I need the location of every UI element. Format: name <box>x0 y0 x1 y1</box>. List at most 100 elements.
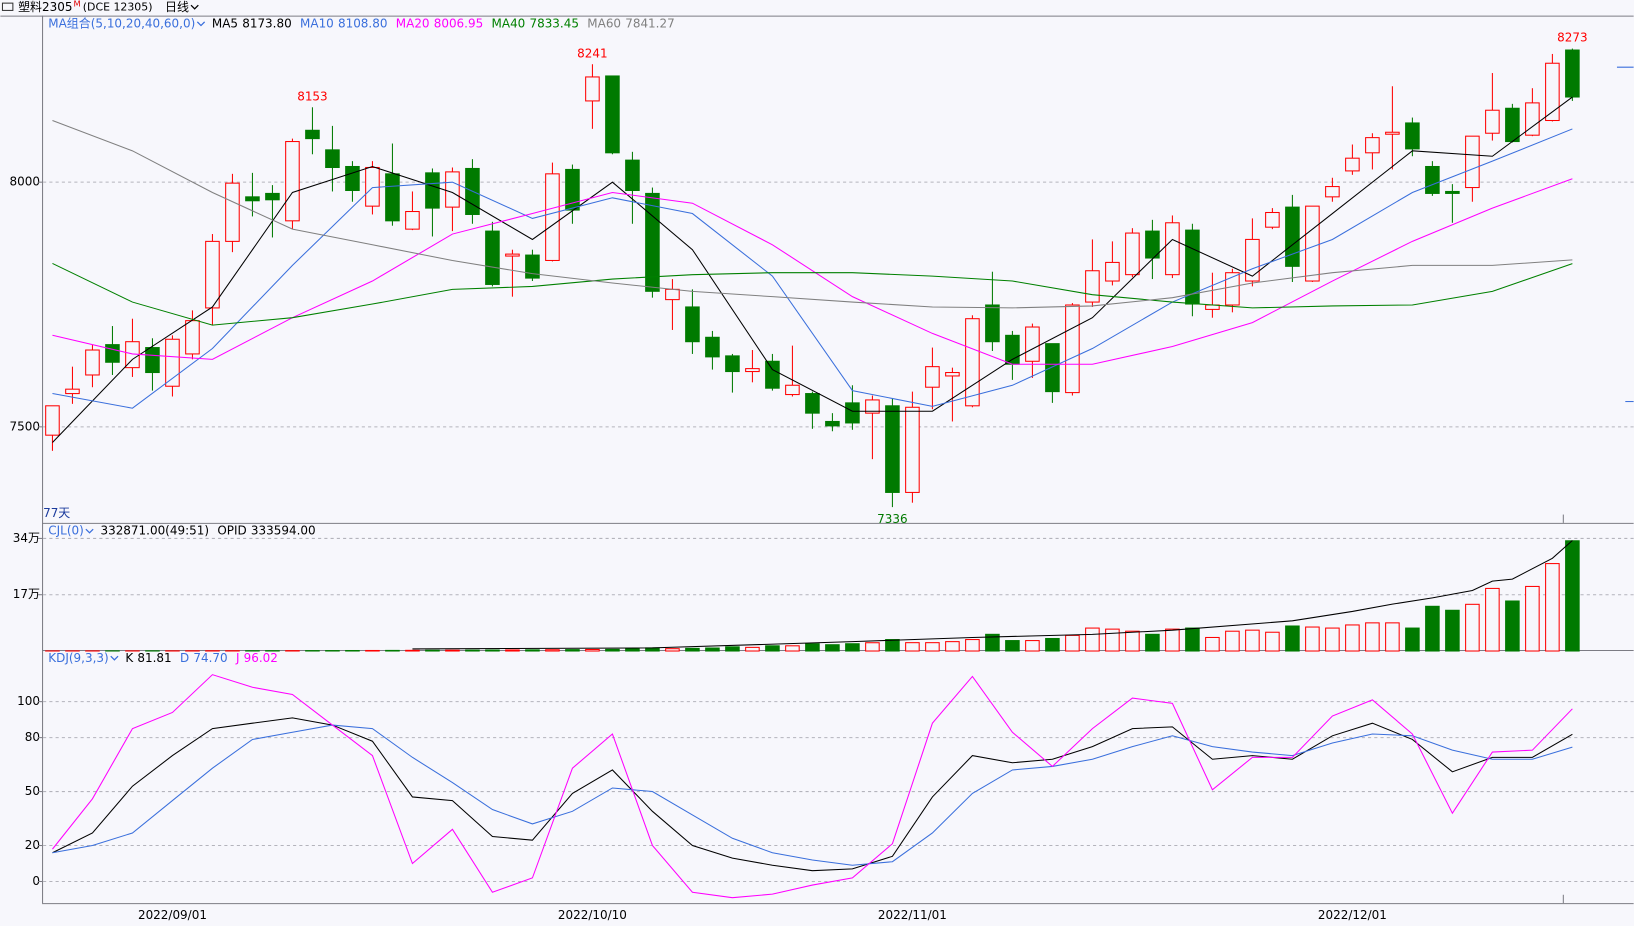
candle-body <box>1085 270 1100 303</box>
volume-bar <box>545 649 560 652</box>
volume-bar <box>745 646 760 652</box>
candle-body <box>985 304 1000 343</box>
legend-name: MA40 <box>492 16 526 30</box>
indicator-name: MA组合(5,10,20,40,60,0) <box>48 15 195 30</box>
candle-body <box>725 355 740 373</box>
candle-body <box>1285 206 1300 267</box>
volume-bar <box>585 648 600 652</box>
candle-body <box>1065 304 1080 394</box>
volume-bar <box>1485 587 1500 652</box>
candle-body <box>645 192 660 292</box>
volume-bar <box>1245 629 1260 652</box>
candle-body <box>1545 62 1560 122</box>
volume-bar <box>1545 563 1560 652</box>
candle-body <box>165 338 180 387</box>
volume-bar <box>625 648 640 652</box>
candle-body <box>1265 211 1280 228</box>
candle-body <box>1445 190 1460 194</box>
y-tick-label: 7500 <box>9 419 39 433</box>
volume-bar <box>1185 627 1200 652</box>
candle-body <box>1225 272 1240 306</box>
candle-body <box>885 405 900 493</box>
candle-body <box>1405 122 1420 150</box>
candle-body <box>245 196 260 202</box>
volume-bar <box>1065 634 1080 652</box>
volume-bar <box>365 649 380 652</box>
candle-body <box>1345 157 1360 172</box>
volume-bar <box>1285 625 1300 652</box>
candle-body <box>1245 238 1260 282</box>
indicator-line <box>52 178 1573 365</box>
indicator-line <box>52 724 1573 866</box>
volume-bar <box>1525 585 1540 652</box>
volume-bar <box>1165 628 1180 652</box>
indicator-name: KDJ(9,3,3) <box>48 651 108 665</box>
candle-body <box>305 129 320 140</box>
candle-body <box>1025 326 1040 362</box>
y-tick-label: 20 <box>25 838 40 852</box>
legend-value: 8108.80 <box>338 16 388 30</box>
candle-body <box>185 320 200 355</box>
legend-name: OPID <box>217 524 246 538</box>
volume-bar <box>485 649 500 652</box>
period[interactable]: 日线 <box>165 0 189 14</box>
volume-bar <box>725 646 740 652</box>
volume-bar <box>1465 603 1480 652</box>
legend-name: MA60 <box>587 16 621 30</box>
indicator-line <box>52 717 1573 872</box>
legend-value: 7833.45 <box>529 16 579 30</box>
candle-body <box>285 141 300 222</box>
legend-value: 8173.80 <box>242 16 291 30</box>
volume-bar <box>965 639 980 652</box>
candle-body <box>1425 165 1440 194</box>
volume-bar <box>1225 630 1240 652</box>
volume-bar <box>705 647 720 652</box>
candle-body <box>805 393 820 414</box>
candle-body <box>845 402 860 424</box>
candle-body <box>945 372 960 377</box>
legend-name: D <box>180 651 189 665</box>
candle-body <box>905 406 920 493</box>
candle-body <box>325 149 340 169</box>
y-tick-label: 100 <box>17 694 40 708</box>
volume-bar <box>1325 627 1340 652</box>
volume-bar <box>1565 540 1580 652</box>
indicator-line <box>412 540 1573 650</box>
volume-bar <box>385 649 400 652</box>
candle-body <box>605 75 620 154</box>
candle-body <box>965 318 980 407</box>
candle-body <box>525 254 540 279</box>
legend-name: K <box>125 651 134 665</box>
volume-bar <box>825 644 840 652</box>
volume-bar <box>685 647 700 652</box>
legend-value: 8006.95 <box>434 16 483 30</box>
exchange: (DCE 12305) <box>83 0 153 13</box>
volume-bar <box>985 633 1000 652</box>
candle-body <box>825 420 840 427</box>
candle-body <box>1145 230 1160 259</box>
candle-body <box>1485 109 1500 134</box>
candle-body <box>1305 205 1320 282</box>
x-tick-label: 2022/11/01 <box>878 908 947 922</box>
legend-name: MA10 <box>300 16 334 30</box>
candle-body <box>665 288 680 301</box>
candle-body <box>425 172 440 209</box>
volume-bar <box>505 649 520 652</box>
contract-mark: M <box>74 0 81 9</box>
candle-body <box>205 240 220 309</box>
candle-body <box>265 192 280 201</box>
days-label: 77天 <box>43 506 70 520</box>
candle-body <box>1465 135 1480 189</box>
symbol: 塑料2305 <box>18 0 72 14</box>
y-tick-label: 17万 <box>13 587 40 601</box>
volume-bar <box>1125 630 1140 652</box>
volume-bar <box>1405 627 1420 652</box>
y-tick-label: 8000 <box>9 175 39 189</box>
candle-body <box>45 405 60 436</box>
candle-body <box>405 211 420 230</box>
x-tick-label: 2022/09/01 <box>138 908 207 922</box>
candle-body <box>1045 343 1060 393</box>
